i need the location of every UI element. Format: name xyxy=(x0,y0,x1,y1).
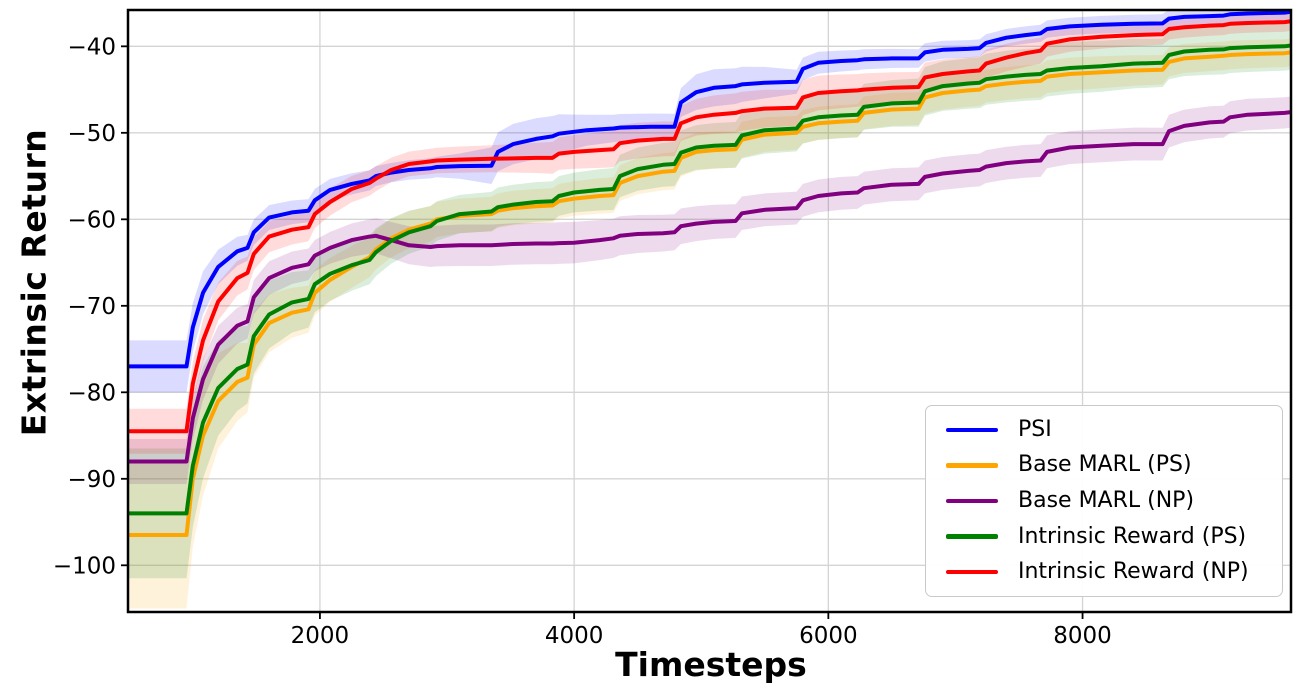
y-tick-label: −90 xyxy=(67,467,116,493)
legend-label: Base MARL (NP) xyxy=(1018,487,1195,513)
series-line xyxy=(128,19,1291,434)
legend-line-swatch xyxy=(946,569,998,575)
y-axis-label: Extrinsic Return xyxy=(14,128,54,437)
y-tick-label: −60 xyxy=(67,207,116,233)
confidence-band xyxy=(128,10,1291,393)
confidence-band xyxy=(128,96,1291,484)
y-tick-label: −70 xyxy=(67,294,116,320)
legend-line-swatch xyxy=(946,534,998,539)
legend-label: PSI xyxy=(1018,416,1052,442)
confidence-band xyxy=(128,21,1291,579)
legend-line-swatch xyxy=(946,498,998,504)
x-tick-label: 2000 xyxy=(291,623,350,649)
y-tick-label: −80 xyxy=(67,380,116,406)
legend-label: Base MARL (PS) xyxy=(1018,452,1192,478)
legend-item-intrinsic-reward-np: Intrinsic Reward (NP) xyxy=(926,561,1282,583)
series-line xyxy=(128,50,1291,537)
x-tick-label: 4000 xyxy=(545,623,604,649)
legend-line-swatch xyxy=(946,463,998,468)
plot-border xyxy=(126,8,1293,614)
x-axis-label: Timesteps xyxy=(615,645,807,684)
series-lines xyxy=(128,10,1291,537)
legend-item-psi: PSI xyxy=(926,416,1282,442)
legend-item-base-marl-ps: Base MARL (PS) xyxy=(926,454,1282,476)
legend-item-intrinsic-reward-ps: Intrinsic Reward (PS) xyxy=(926,523,1282,549)
series-line xyxy=(128,43,1291,516)
series-line xyxy=(128,10,1291,369)
x-tick-label: 6000 xyxy=(799,623,858,649)
legend-label: Intrinsic Reward (NP) xyxy=(1018,559,1249,585)
legend: PSI Base MARL (PS) Base MARL (NP) Intrinsic… xyxy=(925,405,1283,597)
axes: 2000 4000 6000 8000 −40 −50 −60 −70 −80 −90 −100 xyxy=(53,8,1293,649)
series-line xyxy=(128,110,1291,464)
legend-line-swatch xyxy=(946,427,998,433)
x-tick-label: 8000 xyxy=(1053,623,1112,649)
legend-item-base-marl-np: Base MARL (NP) xyxy=(926,487,1282,513)
y-tick-label: −40 xyxy=(67,34,116,60)
confidence-band xyxy=(128,11,1291,454)
y-tick-label: −100 xyxy=(53,553,116,579)
legend-label: Intrinsic Reward (PS) xyxy=(1018,523,1247,549)
y-tick-label: −50 xyxy=(67,121,116,147)
